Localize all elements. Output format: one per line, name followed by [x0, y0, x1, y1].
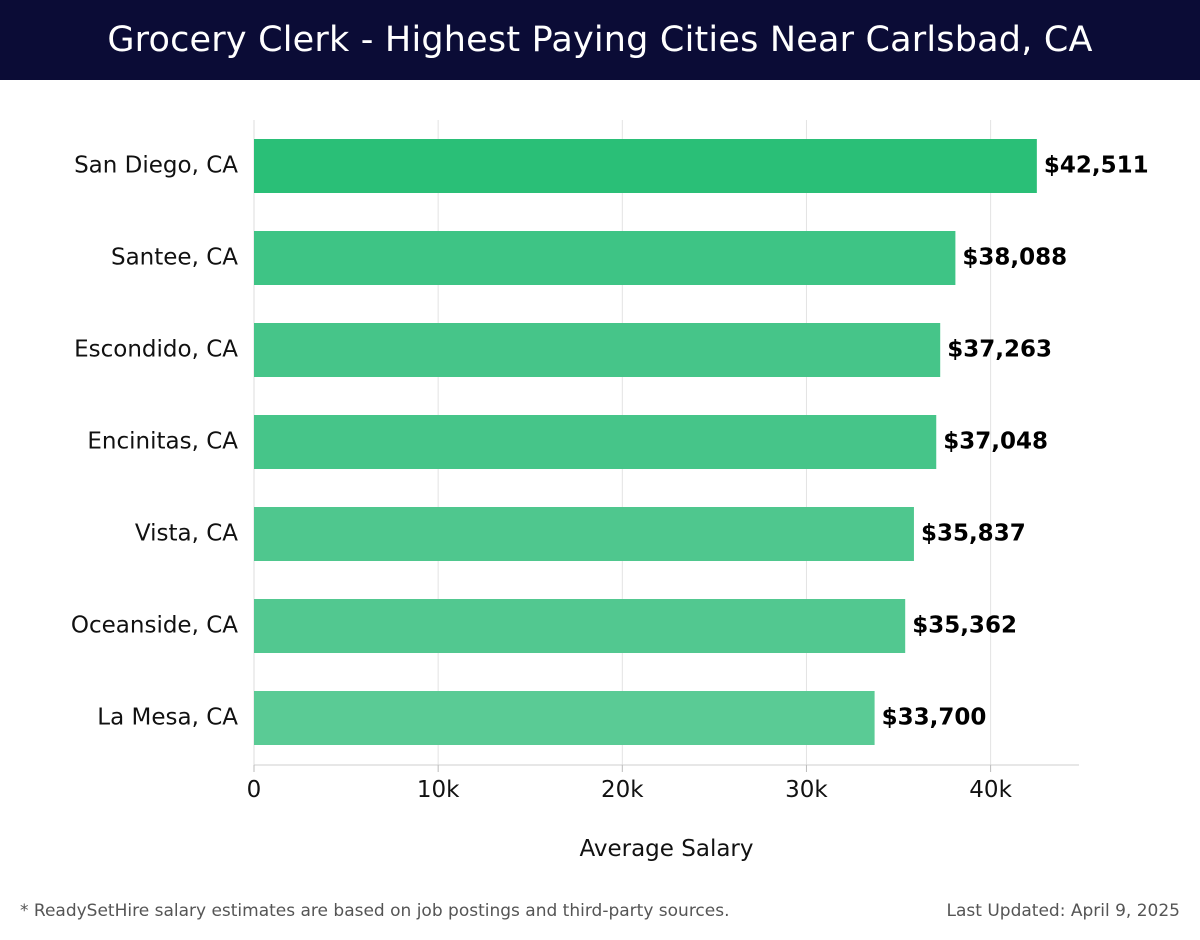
bar [254, 599, 906, 653]
value-label: $37,263 [947, 337, 1052, 363]
value-label: $37,048 [943, 429, 1048, 455]
category-label: La Mesa, CA [97, 705, 238, 731]
bar [254, 323, 941, 377]
bar [254, 139, 1037, 193]
value-label: $35,837 [921, 521, 1026, 547]
value-label: $33,700 [882, 705, 987, 731]
category-label: Oceanside, CA [71, 613, 238, 639]
bar [254, 415, 937, 469]
salary-bar-chart: San Diego, CA $42,511 Santee, CA $38,088 Esc… [71, 120, 1149, 862]
footer-note: * ReadySetHire salary estimates are base… [20, 901, 730, 921]
value-label: $42,511 [1044, 153, 1149, 179]
category-label: Vista, CA [135, 521, 238, 547]
x-tick-label: 10k [417, 777, 460, 803]
bar [254, 231, 956, 285]
last-updated: Last Updated: April 9, 2025 [946, 901, 1180, 921]
x-axis-title: Average Salary [579, 836, 753, 862]
x-tick-label: 40k [969, 777, 1012, 803]
bar [254, 691, 875, 745]
x-tick-label: 20k [601, 777, 644, 803]
bar [254, 507, 914, 561]
category-label: Encinitas, CA [87, 429, 238, 455]
value-label: $38,088 [962, 245, 1067, 271]
value-label: $35,362 [912, 613, 1017, 639]
category-label: San Diego, CA [74, 153, 238, 179]
chart-title: Grocery Clerk - Highest Paying Cities Ne… [107, 20, 1093, 60]
title-bar: Grocery Clerk - Highest Paying Cities Ne… [0, 0, 1200, 80]
x-tick-label: 30k [785, 777, 828, 803]
category-label: Santee, CA [111, 245, 238, 271]
x-tick-label: 0 [247, 777, 262, 803]
category-label: Escondido, CA [74, 337, 238, 363]
